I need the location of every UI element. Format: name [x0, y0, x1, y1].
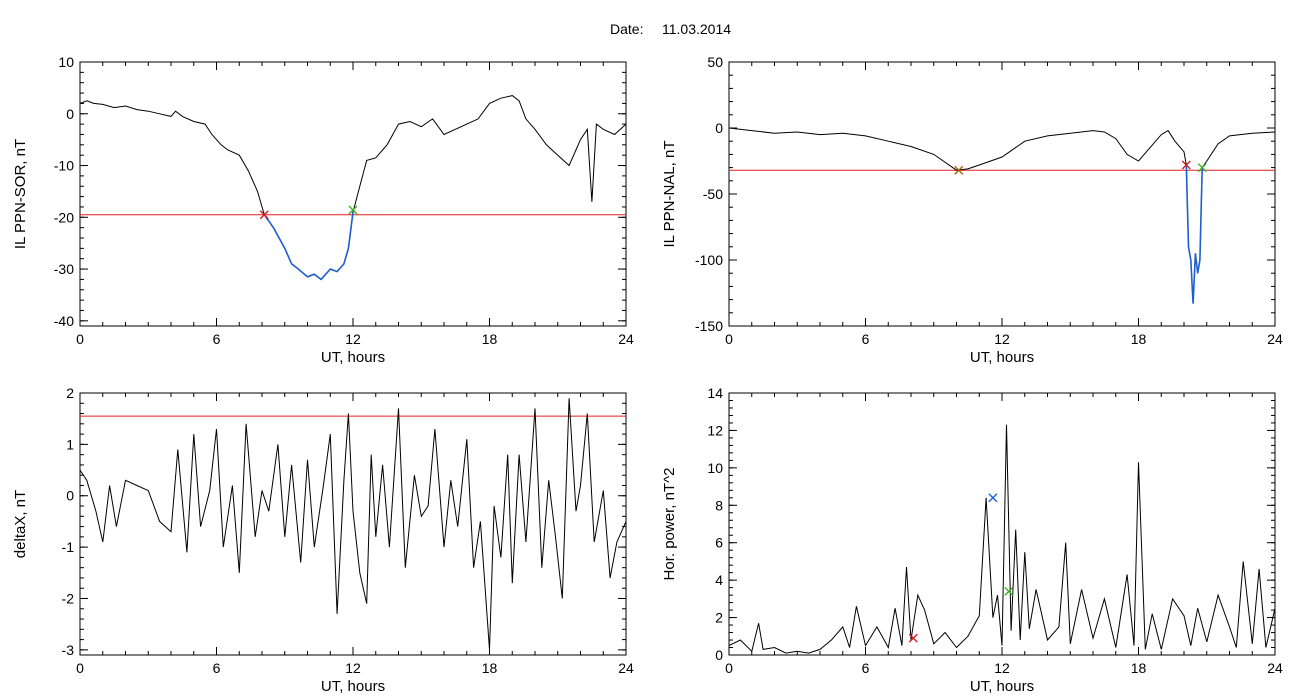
- y-tick-label: -2: [62, 590, 75, 606]
- x-tick-label: 0: [76, 660, 84, 676]
- y-tick-label: 50: [707, 54, 723, 70]
- y-tick-label: 6: [715, 535, 723, 551]
- highlight-segment: [1185, 164, 1203, 304]
- x-tick-label: 12: [994, 660, 1010, 676]
- x-tick-label: 6: [862, 331, 870, 347]
- x-tick-label: 18: [1131, 660, 1147, 676]
- x-axis-label: UT, hours: [321, 349, 385, 366]
- panel-ppn-sor: 0 6 12 18 24 -40 -30 -20 -10 0 10 UT, hours IL PPN-S…: [12, 54, 634, 366]
- y-axis-label: Hor. power, nT^2: [661, 468, 678, 581]
- plot-frame: [728, 392, 1276, 656]
- event-marker: [1181, 160, 1191, 170]
- x-tick-label: 0: [725, 331, 733, 347]
- y-tick-label: 1: [66, 436, 74, 452]
- date-value: 11.03.2014: [662, 21, 731, 37]
- x-tick-label: 6: [213, 660, 221, 676]
- series-line: [729, 424, 1275, 654]
- y-tick-label: 0: [66, 488, 74, 504]
- y-tick-label: -50: [703, 186, 723, 202]
- x-axis-label: UT, hours: [970, 678, 1034, 695]
- event-marker: [348, 205, 358, 215]
- event-marker: [259, 210, 269, 220]
- event-marker: [954, 165, 964, 175]
- x-tick-label: 12: [345, 331, 361, 347]
- event-marker: [908, 633, 918, 643]
- event-marker: [1004, 586, 1014, 596]
- y-axis-label: IL PPN-NAL, nT: [661, 141, 678, 248]
- x-tick-label: 18: [482, 331, 498, 347]
- x-tick-label: 6: [213, 331, 221, 347]
- x-tick-label: 0: [76, 331, 84, 347]
- x-tick-label: 12: [994, 331, 1010, 347]
- event-marker-stroke: [348, 205, 358, 215]
- y-tick-label: -20: [54, 209, 74, 225]
- series-line: [80, 398, 626, 650]
- x-tick-label: 24: [1267, 331, 1283, 347]
- x-tick-label: 0: [725, 660, 733, 676]
- series-line: [729, 127, 1275, 304]
- y-tick-label: -3: [62, 642, 75, 658]
- date-label: Date:: [610, 21, 643, 37]
- event-marker: [1197, 163, 1207, 173]
- plot-frame: [79, 61, 627, 327]
- x-axis-label: UT, hours: [321, 678, 385, 695]
- event-marker-stroke: [988, 493, 998, 503]
- y-tick-label: -1: [62, 539, 75, 555]
- y-tick-label: -100: [695, 252, 723, 268]
- y-tick-label: 0: [715, 120, 723, 136]
- x-tick-label: 6: [862, 660, 870, 676]
- y-tick-label: -150: [695, 318, 723, 334]
- y-tick-label: 8: [715, 497, 723, 513]
- y-axis-label: IL PPN-SOR, nT: [12, 139, 29, 249]
- panel-ppn-nal: 0 6 12 18 24 -150 -100 -50 0 50 UT, hours IL PPN-NA…: [661, 54, 1283, 366]
- x-tick-label: 24: [618, 331, 634, 347]
- x-tick-label: 24: [618, 660, 634, 676]
- event-marker-stroke: [259, 210, 269, 220]
- y-tick-label: 2: [66, 385, 74, 401]
- y-tick-label: 2: [715, 610, 723, 626]
- x-tick-label: 12: [345, 660, 361, 676]
- y-tick-label: 10: [707, 460, 723, 476]
- y-tick-label: -30: [54, 261, 74, 277]
- y-tick-label: 14: [707, 385, 723, 401]
- y-tick-label: 12: [707, 422, 723, 438]
- y-tick-label: 10: [58, 54, 74, 70]
- highlight-segment: [263, 211, 354, 281]
- y-tick-label: -10: [54, 158, 74, 174]
- event-marker: [988, 493, 998, 503]
- x-axis-label: UT, hours: [970, 349, 1034, 366]
- x-tick-label: 18: [1131, 331, 1147, 347]
- y-tick-label: -40: [54, 313, 74, 329]
- y-axis-label: deltaX, nT: [12, 490, 29, 558]
- x-tick-label: 24: [1267, 660, 1283, 676]
- event-marker-stroke: [954, 165, 964, 175]
- y-tick-label: 0: [66, 106, 74, 122]
- y-tick-label: 4: [715, 572, 723, 588]
- event-marker-stroke: [908, 633, 918, 643]
- series-line: [80, 95, 626, 281]
- event-marker-stroke: [1004, 586, 1014, 596]
- y-tick-label: 0: [715, 647, 723, 663]
- x-tick-label: 18: [482, 660, 498, 676]
- event-marker-stroke: [1197, 163, 1207, 173]
- event-marker-stroke: [1181, 160, 1191, 170]
